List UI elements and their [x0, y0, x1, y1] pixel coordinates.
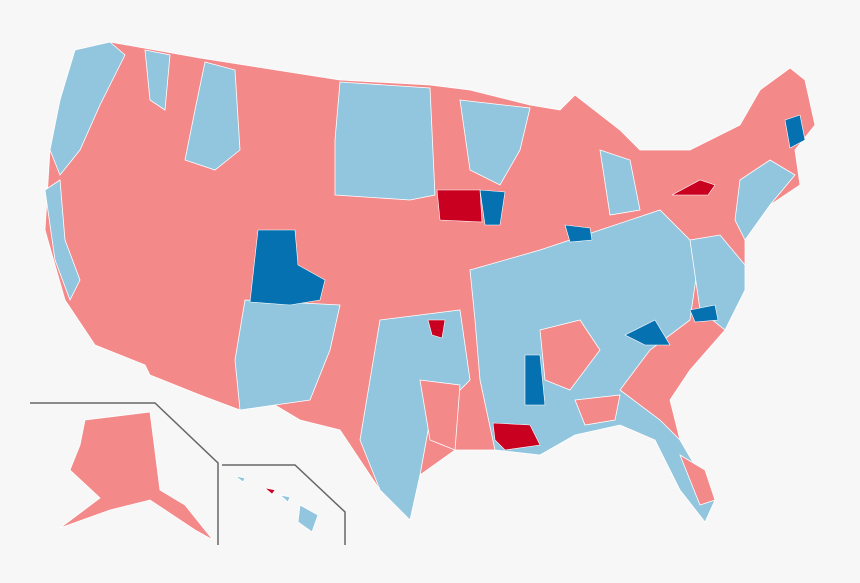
hawaii — [234, 475, 246, 483]
region — [734, 159, 796, 241]
region — [359, 309, 471, 521]
region — [184, 61, 241, 171]
region — [784, 114, 806, 149]
region — [249, 229, 326, 306]
region — [564, 224, 593, 243]
region — [419, 379, 461, 451]
region — [436, 189, 483, 223]
inset-border — [222, 464, 346, 545]
alaska — [59, 411, 214, 541]
hawaii — [263, 487, 276, 495]
region — [49, 41, 126, 176]
region — [539, 319, 601, 391]
hawaii — [297, 504, 319, 533]
region — [234, 299, 341, 411]
region — [689, 304, 719, 323]
region — [427, 319, 446, 339]
region — [624, 319, 671, 346]
region — [574, 394, 621, 426]
region — [679, 454, 716, 506]
region — [334, 81, 436, 201]
hawaii — [278, 494, 291, 503]
inset-border — [30, 402, 219, 545]
region — [671, 179, 716, 196]
region — [144, 49, 171, 111]
region — [44, 179, 81, 301]
region — [524, 354, 546, 406]
region — [479, 189, 506, 226]
region — [459, 99, 531, 186]
region — [599, 149, 641, 216]
region — [492, 422, 541, 451]
